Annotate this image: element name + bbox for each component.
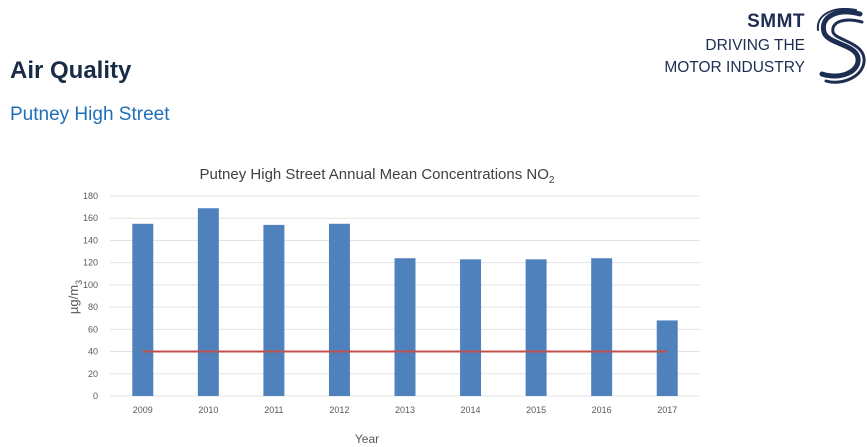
y-axis-label: µg/m3 bbox=[66, 280, 84, 314]
bar-2013 bbox=[394, 258, 416, 396]
x-tick-label: 2014 bbox=[461, 405, 481, 415]
y-axis-ticks: 0 20 40 60 80 100 120 140 160 180 bbox=[83, 191, 98, 401]
no2-bar-chart: Putney High Street Annual Mean Concentra… bbox=[66, 166, 700, 446]
y-tick-label: 100 bbox=[83, 280, 98, 290]
x-tick-label: 2012 bbox=[329, 405, 349, 415]
logo-wordmark: SMMT bbox=[747, 11, 805, 32]
y-tick-label: 80 bbox=[88, 302, 98, 312]
bar-2009 bbox=[132, 223, 154, 396]
y-tick-label: 120 bbox=[83, 258, 98, 268]
y-tick-label: 60 bbox=[88, 324, 98, 334]
y-tick-label: 0 bbox=[93, 391, 98, 401]
chart-title-subscript: 2 bbox=[549, 175, 555, 186]
logo-tagline-line-1: DRIVING THE bbox=[705, 37, 805, 54]
bars bbox=[132, 208, 678, 396]
y-axis-label-subscript: 3 bbox=[74, 280, 84, 285]
bar-2011 bbox=[263, 224, 285, 396]
bar-2014 bbox=[460, 259, 482, 396]
bar-2016 bbox=[591, 258, 613, 396]
x-tick-label: 2013 bbox=[395, 405, 415, 415]
y-tick-label: 140 bbox=[83, 235, 98, 245]
bar-2010 bbox=[197, 208, 219, 396]
logo-tagline-line-2: MOTOR INDUSTRY bbox=[664, 59, 805, 76]
slide-title: Air Quality bbox=[10, 57, 132, 84]
y-tick-label: 20 bbox=[88, 369, 98, 379]
y-tick-label: 180 bbox=[83, 191, 98, 201]
x-axis-ticks: 2009 2010 2011 2012 2013 2014 2015 2016 2017 bbox=[133, 405, 677, 415]
smmt-logo: SMMT DRIVING THE MOTOR INDUSTRY bbox=[620, 6, 867, 86]
x-tick-label: 2009 bbox=[133, 405, 153, 415]
x-tick-label: 2011 bbox=[264, 405, 283, 415]
smmt-s-logo-icon bbox=[816, 8, 866, 84]
x-tick-label: 2017 bbox=[657, 405, 677, 415]
bar-2017 bbox=[656, 320, 678, 396]
x-tick-label: 2010 bbox=[198, 405, 218, 415]
bar-2012 bbox=[328, 223, 350, 396]
bar-2015 bbox=[525, 259, 547, 396]
chart-title: Putney High Street Annual Mean Concentra… bbox=[200, 166, 555, 186]
slide-subtitle: Putney High Street bbox=[10, 104, 170, 125]
y-tick-label: 160 bbox=[83, 213, 98, 223]
y-tick-label: 40 bbox=[88, 347, 98, 357]
x-axis-label: Year bbox=[355, 432, 379, 446]
x-tick-label: 2015 bbox=[526, 405, 546, 415]
x-tick-label: 2016 bbox=[592, 405, 612, 415]
